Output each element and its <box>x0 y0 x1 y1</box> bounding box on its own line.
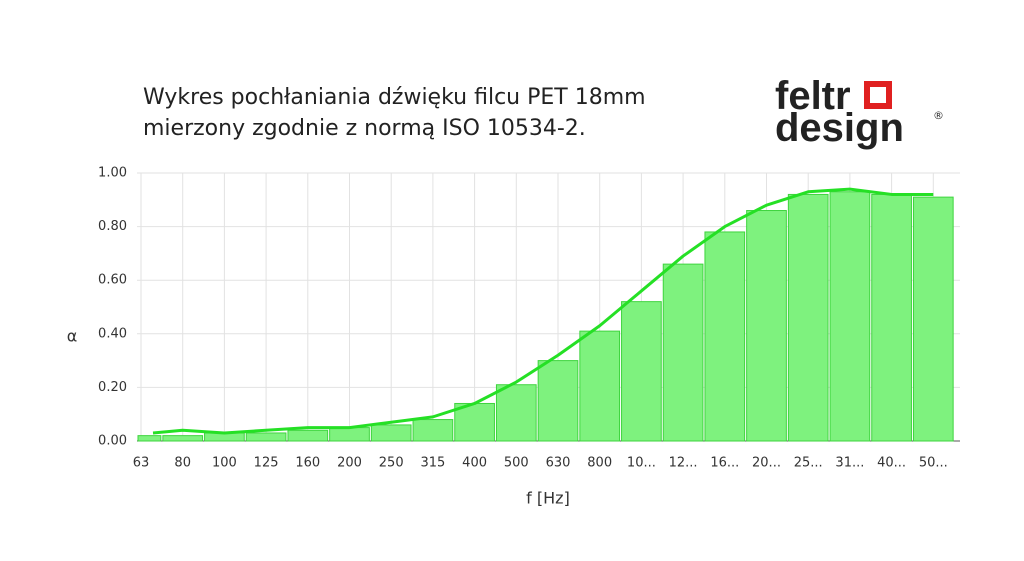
x-tick-label: 200 <box>337 456 362 471</box>
y-tick-label: 0.00 <box>98 434 127 449</box>
bar <box>912 196 954 442</box>
bar <box>787 193 829 442</box>
x-tick-label: 800 <box>587 456 612 471</box>
x-tick-label: 12... <box>669 456 698 471</box>
bar <box>329 427 370 442</box>
bar <box>370 424 412 442</box>
bar <box>495 384 537 442</box>
x-tick-label: 250 <box>379 456 404 471</box>
logo-square <box>864 81 892 109</box>
x-tick-label: 10... <box>627 456 656 471</box>
bar <box>162 435 204 442</box>
logo-mark: ® <box>933 109 944 122</box>
x-tick-label: 400 <box>462 456 487 471</box>
x-tick-label: 500 <box>504 456 529 471</box>
logo-top: feltr <box>775 74 851 118</box>
bar <box>245 432 287 442</box>
x-tick-label: 125 <box>254 456 279 471</box>
y-tick-label: 0.60 <box>98 273 127 288</box>
bar <box>579 330 621 442</box>
y-tick-label: 0.80 <box>98 219 127 234</box>
x-tick-label: 100 <box>212 456 237 471</box>
line <box>152 187 934 435</box>
bar <box>287 429 329 442</box>
x-tick-label: 160 <box>295 456 320 471</box>
title-line: mierzony zgodnie z normą ISO 10534-2. <box>143 116 586 141</box>
y-tick-label: 1.00 <box>98 166 127 181</box>
x-tick-label: 16... <box>710 456 739 471</box>
title-line: Wykres pochłaniania dźwięku filcu PET 18… <box>143 85 646 110</box>
x-tick-label: 630 <box>546 456 571 471</box>
x-tick-label: 63 <box>133 456 150 471</box>
y-axis-label: α <box>67 327 78 346</box>
bar <box>829 191 871 442</box>
x-tick-label: 20... <box>752 456 781 471</box>
y-tick-label: 0.40 <box>98 326 127 341</box>
x-tick-label: 50... <box>919 456 948 471</box>
x-tick-label: 80 <box>174 456 191 471</box>
x-tick-label: 25... <box>794 456 823 471</box>
x-tick-label: 31... <box>835 456 864 471</box>
logo-bottom: design <box>775 106 904 150</box>
bar <box>537 360 579 442</box>
y-tick-label: 0.20 <box>98 380 127 395</box>
x-tick-label: 40... <box>877 456 906 471</box>
bar <box>662 263 704 442</box>
x-axis-label: f [Hz] <box>526 489 570 508</box>
bar <box>871 193 912 442</box>
bar <box>746 210 787 442</box>
bar <box>704 231 746 442</box>
bar <box>137 435 162 442</box>
x-tick-label: 315 <box>420 456 445 471</box>
bar <box>621 301 662 442</box>
bar <box>454 402 495 442</box>
bar <box>412 419 454 442</box>
